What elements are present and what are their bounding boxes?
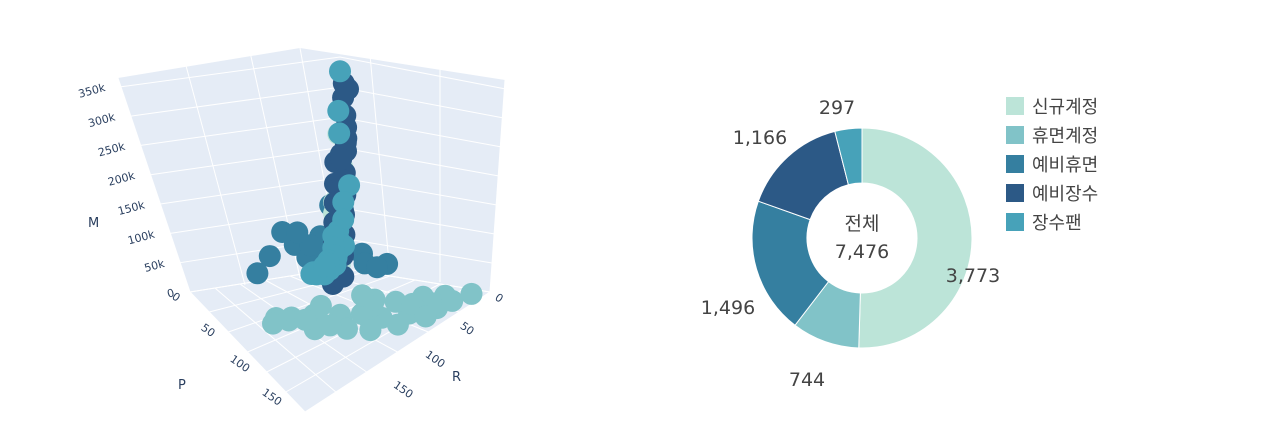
- axis-tick-label-y: 50: [458, 319, 477, 338]
- wall-grid-line: [489, 79, 506, 293]
- legend-item[interactable]: 신규계정: [1006, 97, 1098, 118]
- legend-label: 신규계정: [1032, 97, 1098, 118]
- axis-tick-label-y: 0: [492, 291, 505, 306]
- legend-swatch: [1006, 126, 1024, 144]
- scatter-point: [351, 284, 374, 307]
- wall-grid-line: [120, 56, 505, 90]
- donut-value-labels: 3,773 744 1,496 1,166 297: [701, 97, 1000, 391]
- axis-tick-label-z: 300k: [87, 110, 117, 130]
- floor-grid-line: [304, 291, 491, 413]
- wall-grid-line: [369, 54, 391, 275]
- scatter-point: [327, 99, 350, 122]
- scatter-point: [366, 256, 388, 279]
- donut-value-label: 3,773: [946, 265, 1000, 287]
- axis-title-x: P: [178, 378, 186, 393]
- axis-tick-label-x: 100: [228, 352, 253, 375]
- axis-tick-label-z: 250k: [97, 140, 127, 160]
- legend-label: 휴면계정: [1032, 126, 1098, 147]
- scatter-point: [386, 313, 409, 336]
- legend-label: 장수팬: [1032, 213, 1082, 234]
- legend-item[interactable]: 예비장수: [1006, 184, 1098, 205]
- scatter-point: [313, 255, 336, 278]
- axis-tick-label-y: 150: [391, 378, 416, 401]
- scatter-point: [460, 282, 483, 305]
- scatter-point: [286, 221, 309, 244]
- floor-grid-line: [214, 287, 337, 393]
- floor-grid-line: [189, 291, 306, 413]
- axis-tick-label-x: 50: [198, 321, 217, 340]
- scatter-points: [246, 60, 483, 342]
- scatter-point: [258, 245, 281, 268]
- wall-grid-line: [117, 77, 191, 293]
- donut-value-label: 1,496: [701, 297, 755, 319]
- donut-slices: [751, 127, 973, 349]
- donut-value-label: 1,166: [733, 127, 787, 149]
- legend-label: 예비휴면: [1032, 155, 1098, 176]
- axis-tick-label-z: 50k: [143, 257, 167, 275]
- legend-swatch: [1006, 155, 1024, 173]
- legend-label: 예비장수: [1032, 184, 1098, 205]
- axis-tick-label-x: 150: [260, 386, 285, 409]
- scatter-point: [309, 294, 332, 317]
- donut-center-title: 전체: [845, 213, 880, 235]
- scatter-point: [414, 305, 437, 328]
- scatter-point: [262, 312, 284, 335]
- axis-tick-label-y: 100: [423, 348, 448, 371]
- legend-swatch: [1006, 213, 1024, 231]
- scatter-point: [329, 60, 351, 83]
- scatter-point: [332, 191, 355, 214]
- scatter-point: [359, 319, 382, 342]
- donut-center-value: 7,476: [835, 241, 889, 263]
- legend-item[interactable]: 휴면계정: [1006, 126, 1098, 147]
- scatter-point: [350, 302, 373, 325]
- scatter-point: [319, 314, 342, 337]
- legend-swatch: [1006, 97, 1024, 115]
- wall-grid-line: [184, 61, 246, 286]
- scatter-point: [246, 262, 269, 285]
- scatter-3d-chart[interactable]: 050k100k150k200k250k300k350k050100150050…: [0, 0, 620, 439]
- axis-tick-label-z: 0: [166, 286, 176, 300]
- scatter-point: [294, 308, 317, 331]
- scatter-point: [338, 174, 361, 197]
- legend-swatch: [1006, 184, 1024, 202]
- donut-chart[interactable]: 3,773 744 1,496 1,166 297 전체 7,476 신규계정휴면계정예…: [640, 0, 1272, 439]
- axis-title-z: M: [88, 216, 99, 231]
- donut-value-label: 744: [789, 369, 825, 391]
- axis-tick-label-z: 100k: [126, 228, 156, 248]
- donut-value-label: 297: [819, 97, 855, 119]
- scatter-point: [328, 122, 351, 145]
- legend-item[interactable]: 예비휴면: [1006, 155, 1098, 176]
- scatter-point: [384, 290, 407, 313]
- legend-item[interactable]: 장수팬: [1006, 213, 1082, 234]
- axis-tick-label-z: 350k: [77, 81, 107, 101]
- donut-slice[interactable]: [858, 127, 973, 349]
- scatter-point: [330, 147, 353, 170]
- scatter-point: [336, 317, 358, 340]
- axis-title-y: R: [452, 370, 461, 385]
- axis-tick-label-z: 150k: [116, 198, 146, 218]
- axis-tick-label-z: 200k: [107, 169, 137, 189]
- donut-slice[interactable]: [834, 127, 863, 186]
- scatter-point: [441, 289, 464, 312]
